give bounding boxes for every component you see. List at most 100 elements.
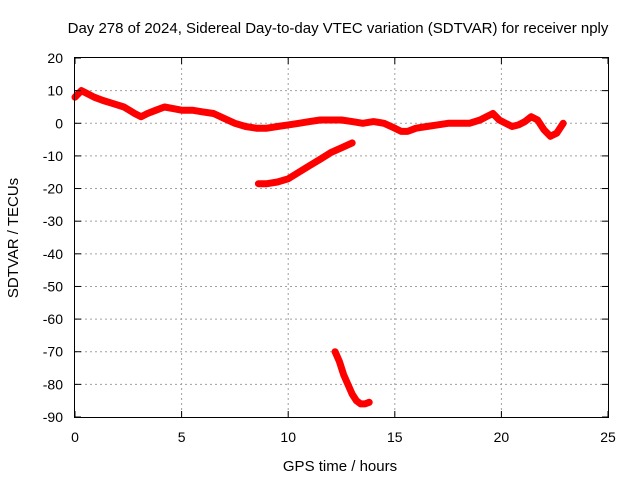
x-tick-label: 20	[494, 429, 510, 445]
data-point	[295, 169, 302, 176]
data-point	[547, 133, 554, 140]
data-point	[349, 391, 356, 398]
data-point	[295, 120, 302, 127]
data-point	[170, 105, 177, 112]
data-point	[528, 113, 535, 120]
data-point	[381, 120, 388, 127]
data-point	[285, 175, 292, 182]
data-point	[317, 156, 324, 163]
series-track-mid	[254, 139, 356, 188]
x-tick-label: 25	[600, 429, 616, 445]
y-tick-label: -30	[43, 213, 63, 229]
data-point	[359, 120, 366, 127]
series-group	[71, 87, 567, 408]
plot-frame	[74, 57, 609, 418]
data-point	[560, 120, 567, 127]
data-point	[221, 115, 228, 122]
data-point	[84, 90, 91, 97]
y-tick-label: -10	[43, 148, 63, 164]
data-point	[413, 125, 420, 132]
x-tick-label: 5	[178, 429, 186, 445]
data-point	[466, 120, 473, 127]
data-point	[455, 120, 462, 127]
data-point	[327, 149, 334, 156]
data-point	[110, 100, 117, 107]
y-axis-title: SDTVAR / TECUs	[5, 178, 22, 298]
data-point	[338, 117, 345, 123]
data-point	[210, 110, 217, 117]
data-point	[349, 118, 356, 125]
data-point	[121, 104, 127, 110]
data-point	[445, 120, 452, 127]
y-tick-label: 20	[47, 50, 63, 66]
data-point	[398, 128, 405, 135]
data-point	[534, 117, 541, 123]
data-point	[353, 397, 360, 404]
data-point	[231, 120, 238, 127]
data-point	[483, 113, 490, 120]
y-tick-label: -20	[43, 181, 63, 197]
x-axis-title: GPS time / hours	[283, 458, 397, 475]
data-point	[144, 110, 151, 117]
data-point	[306, 118, 313, 125]
data-point	[91, 94, 98, 101]
data-point	[161, 104, 168, 110]
data-point	[99, 97, 106, 104]
data-point	[515, 121, 522, 128]
y-tick-label: -70	[43, 344, 63, 360]
chart-title: Day 278 of 2024, Sidereal Day-to-day VTE…	[68, 20, 609, 37]
data-point	[242, 123, 249, 130]
data-point	[489, 110, 496, 117]
data-point	[78, 87, 85, 94]
data-point	[423, 123, 430, 130]
data-point	[541, 126, 547, 133]
data-point	[178, 107, 185, 114]
data-point	[153, 107, 159, 114]
data-point	[391, 125, 398, 132]
y-tick-label: -90	[43, 409, 63, 425]
y-tick-label: 0	[55, 115, 63, 131]
data-point	[502, 120, 509, 127]
data-point	[327, 117, 334, 123]
data-point	[332, 348, 339, 355]
data-point	[189, 107, 196, 114]
data-point	[274, 123, 281, 130]
data-point	[263, 125, 270, 132]
data-point	[255, 180, 262, 187]
data-point	[521, 118, 528, 125]
y-tick-label: -80	[43, 376, 63, 392]
data-point	[340, 371, 347, 378]
x-tick-label: 10	[280, 429, 296, 445]
data-point	[199, 108, 206, 115]
data-point	[285, 121, 292, 128]
data-point	[553, 130, 560, 137]
data-point	[366, 399, 373, 406]
data-point	[131, 110, 138, 117]
data-point	[344, 381, 351, 388]
y-tick-label: 10	[47, 83, 63, 99]
data-point	[253, 125, 260, 132]
data-point	[138, 113, 145, 120]
y-tick-label: -50	[43, 278, 63, 294]
data-point	[357, 400, 364, 407]
data-point	[370, 118, 377, 125]
data-point	[338, 144, 345, 151]
data-point	[317, 117, 324, 123]
data-point	[336, 358, 343, 365]
data-point	[274, 179, 281, 185]
data-point	[263, 180, 270, 187]
data-point	[477, 117, 484, 123]
ticks: 0 5 10 15 20 25 20 10 0 -10 -20 -30 -40 -50 -60 -70 -80 -…	[43, 50, 616, 445]
data-point	[509, 123, 516, 130]
x-tick-label: 0	[71, 429, 79, 445]
y-tick-label: -40	[43, 246, 63, 262]
data-point	[349, 139, 356, 146]
y-tick-label: -60	[43, 311, 63, 327]
data-point	[306, 162, 313, 169]
x-tick-label: 15	[387, 429, 403, 445]
data-point	[434, 121, 441, 128]
data-point	[496, 117, 503, 123]
data-point	[404, 128, 411, 135]
